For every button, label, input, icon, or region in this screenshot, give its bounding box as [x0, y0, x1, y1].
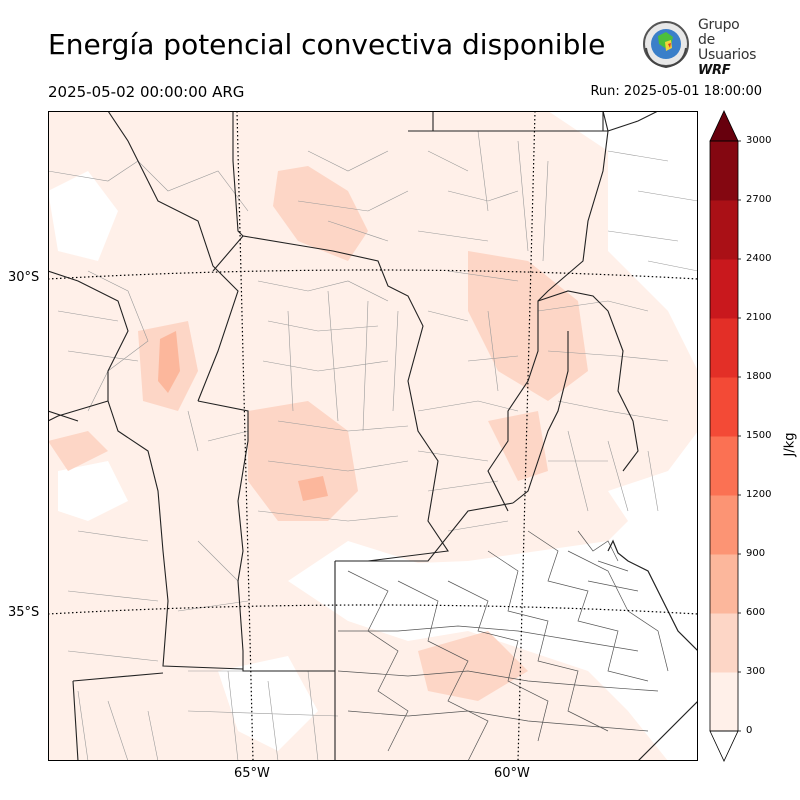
- colorbar-tick-label: 300: [746, 666, 766, 677]
- boundary-stgoestero: [232, 111, 244, 237]
- graticule: [48, 111, 698, 761]
- colorbar-tick-label: 1800: [746, 371, 772, 382]
- department-boundaries: [48, 130, 698, 761]
- cape-area-mid-2: [248, 401, 358, 521]
- colorbar-tick-label: 3000: [746, 135, 772, 146]
- cape-hole-5: [48, 171, 118, 261]
- boundary-sanluis-west: [107, 400, 244, 670]
- wrf-logo: Grupo de Usuarios WRF: [638, 18, 758, 78]
- cape-hole-6: [628, 111, 698, 231]
- colorbar-segment: [710, 495, 738, 555]
- colorbar-ticks: [738, 140, 741, 732]
- boundary-catamarca-larioja: [147, 180, 239, 402]
- cape-hole-1: [218, 656, 318, 751]
- lon-label-60w: 60°W: [494, 766, 530, 781]
- colorbar-tick-label: 2400: [746, 253, 772, 264]
- boundary-santafe-top: [432, 111, 609, 132]
- colorbar-bottom-arrow: [709, 730, 739, 762]
- cape-core-1: [158, 331, 180, 393]
- colorbar-tick-label: 2700: [746, 194, 772, 205]
- logo-line1: Grupo de: [698, 17, 740, 48]
- boundary-lapampa-south: [72, 672, 164, 761]
- parallel-30s: [48, 269, 698, 280]
- map-frame: [48, 111, 698, 761]
- boundary-uruguay-river: [512, 331, 569, 504]
- province-boundaries: [48, 111, 659, 761]
- colorbar-segment: [710, 554, 738, 614]
- colorbar-tick-label: 900: [746, 548, 766, 559]
- partido-boundaries: [337, 530, 669, 761]
- colorbar-segment: [710, 613, 738, 673]
- logo-line2: Usuarios: [698, 47, 757, 63]
- meridian-65w: [236, 111, 254, 761]
- colorbar-unit: J/kg: [782, 432, 798, 457]
- valid-time: 2025-05-02 00:00:00 ARG: [48, 83, 245, 101]
- colorbar-segment: [710, 141, 738, 201]
- coastline-south: [637, 700, 698, 761]
- boundary-cordoba-south: [197, 400, 249, 652]
- cape-area-mid-7: [48, 431, 108, 471]
- map-title: Energía potencial convectiva disponible: [48, 28, 606, 61]
- meridian-60w: [517, 111, 536, 761]
- boundary-mendoza: [48, 400, 109, 422]
- boundary-corrientes: [602, 111, 659, 132]
- colorbar-segment: [710, 436, 738, 496]
- lat-label-30s: 30°S: [8, 270, 40, 285]
- cape-map: [48, 111, 698, 761]
- boundary-cordoba-west: [212, 235, 449, 562]
- coastline: [607, 539, 698, 652]
- colorbar: [709, 110, 741, 762]
- colorbar-segment: [710, 200, 738, 260]
- boundary-entrerios: [537, 290, 639, 472]
- globe-logo-icon: [643, 21, 689, 69]
- cape-area-mid-5: [488, 411, 548, 481]
- colorbar-tick-label: 0: [746, 725, 753, 736]
- cape-area-mid-6: [418, 631, 528, 701]
- cape-hole-3: [58, 461, 128, 521]
- colorbar-segment: [710, 259, 738, 319]
- parallel-35s: [48, 604, 698, 615]
- lat-label-35s: 35°S: [8, 605, 40, 620]
- cape-hole-4: [608, 471, 698, 551]
- colorbar-tick-label: 2100: [746, 312, 772, 323]
- colorbar-segments: [710, 141, 738, 732]
- boundary-sanluis-east: [242, 651, 335, 672]
- colorbar-segment: [710, 377, 738, 437]
- boundary-catamarca: [107, 111, 149, 182]
- logo-line3: WRF: [698, 63, 731, 78]
- colorbar-tick-label: 1500: [746, 430, 772, 441]
- cape-field: [48, 111, 698, 761]
- run-time: Run: 2025-05-01 18:00:00: [590, 84, 762, 99]
- lon-label-65w: 65°W: [234, 766, 270, 781]
- colorbar-tick-label: 1200: [746, 489, 772, 500]
- political-boundaries: [48, 111, 698, 761]
- boundary-sanjuan: [48, 270, 129, 401]
- boundary-buenosaires-north: [335, 502, 514, 562]
- cape-area-mid-4: [468, 251, 588, 401]
- colorbar-tick-label: 600: [746, 607, 766, 618]
- cape-area-mid-1: [273, 166, 368, 261]
- logo-text: Grupo de Usuarios WRF: [698, 17, 758, 79]
- colorbar-top-arrow: [709, 110, 739, 142]
- cape-core-2: [298, 476, 328, 501]
- colorbar-segment: [710, 672, 738, 732]
- colorbar-segment: [710, 318, 738, 378]
- cape-hole-2: [348, 566, 478, 621]
